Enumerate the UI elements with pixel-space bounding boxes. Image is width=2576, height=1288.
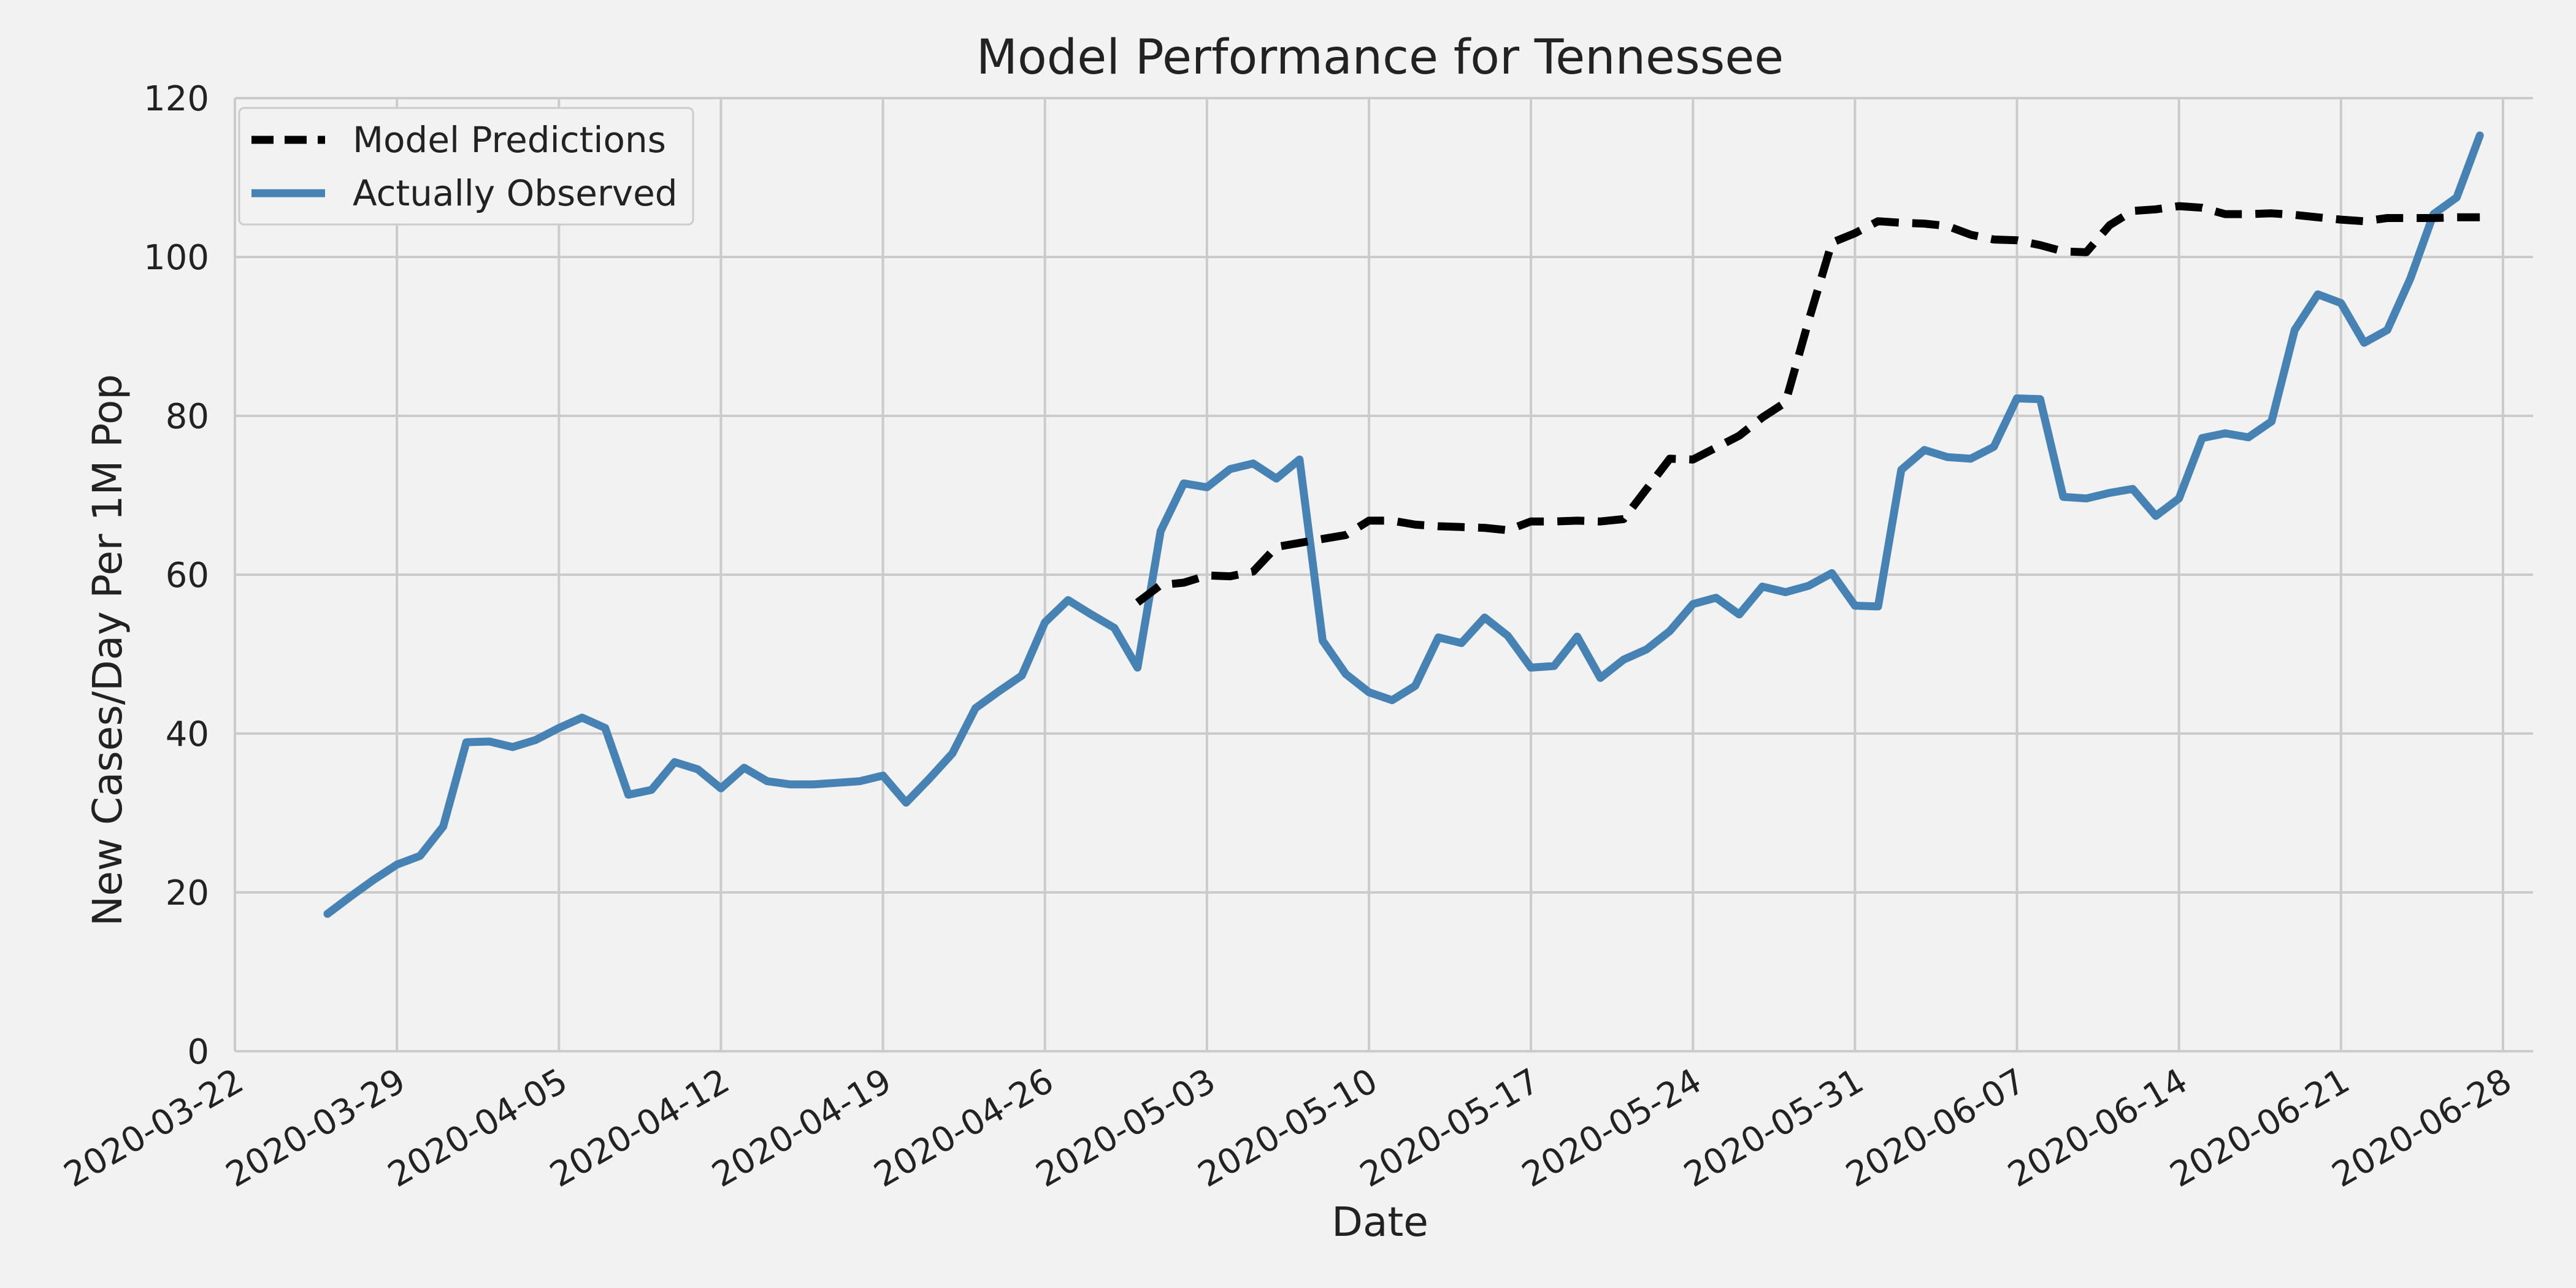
grid: [234, 97, 2533, 1052]
legend: Model Predictions Actually Observed: [238, 107, 694, 226]
y-tick-label: 0: [187, 1032, 209, 1072]
legend-box: [238, 107, 694, 226]
x-tick-label: 2020-03-22: [58, 1061, 250, 1195]
x-axis-label: Date: [1332, 1198, 1428, 1246]
x-tick-label: 2020-04-19: [705, 1061, 898, 1195]
x-tick-label: 2020-05-17: [1354, 1061, 1546, 1195]
chart-title: Model Performance for Tennessee: [976, 30, 1784, 85]
x-tick-label: 2020-05-03: [1029, 1061, 1222, 1195]
series-line-0: [1135, 202, 2480, 606]
y-axis-ticks: 0 20 40 60 80 100 120: [144, 79, 209, 1072]
y-tick-label: 40: [166, 715, 209, 754]
legend-label-0: Model Predictions: [353, 119, 666, 161]
y-tick-label: 80: [166, 397, 209, 437]
y-tick-label: 20: [166, 873, 209, 913]
x-tick-label: 2020-04-05: [381, 1061, 574, 1195]
x-tick-label: 2020-06-07: [1839, 1061, 2032, 1195]
x-tick-label: 2020-03-29: [220, 1061, 412, 1195]
x-tick-label: 2020-06-28: [2326, 1061, 2518, 1195]
series-layer: [323, 131, 2484, 918]
series-line-1: [323, 131, 2484, 918]
legend-label-1: Actually Observed: [353, 172, 678, 214]
x-tick-label: 2020-04-12: [543, 1061, 736, 1195]
x-tick-label: 2020-06-14: [2001, 1061, 2194, 1195]
x-tick-label: 2020-05-24: [1516, 1061, 1708, 1195]
x-tick-label: 2020-04-26: [867, 1061, 1060, 1195]
y-tick-label: 60: [166, 556, 209, 596]
x-tick-label: 2020-06-21: [2163, 1061, 2356, 1195]
y-axis-label: New Cases/Day Per 1M Pop: [84, 374, 131, 926]
x-axis-ticks: 2020-03-222020-03-292020-04-052020-04-12…: [58, 1061, 2518, 1195]
x-tick-label: 2020-05-10: [1192, 1061, 1384, 1195]
y-tick-label: 100: [144, 238, 209, 278]
x-tick-label: 2020-05-31: [1677, 1061, 1870, 1195]
y-tick-label: 120: [144, 79, 209, 119]
